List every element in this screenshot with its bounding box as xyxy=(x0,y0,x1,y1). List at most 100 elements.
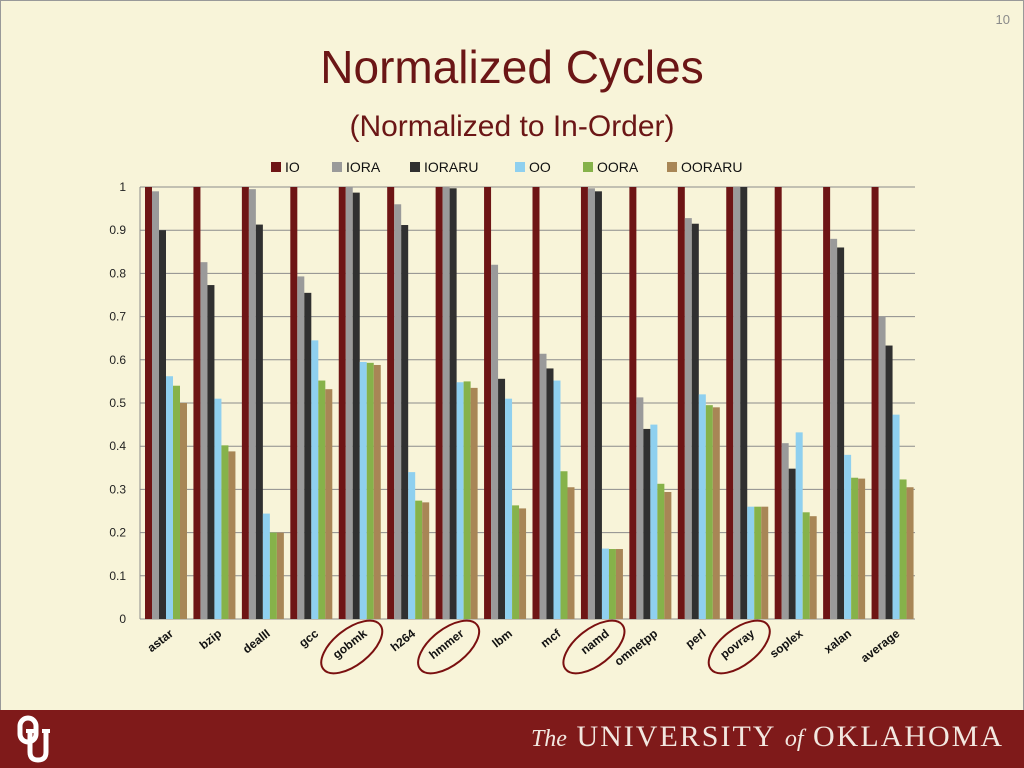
footer-bar: The UNIVERSITY of OKLAHOMA xyxy=(0,710,1024,768)
x-tick-label: namd xyxy=(578,626,612,657)
bar xyxy=(269,532,277,619)
bar xyxy=(802,512,810,619)
x-tick-label: lbm xyxy=(489,626,514,650)
legend-label: OORARU xyxy=(681,159,742,175)
x-tick-label: mcf xyxy=(538,626,564,651)
bar xyxy=(193,187,201,619)
y-tick-label: 0.8 xyxy=(109,266,126,280)
bar xyxy=(311,340,319,619)
x-tick-label: astar xyxy=(145,626,176,655)
bar xyxy=(761,506,769,619)
bar xyxy=(276,532,284,619)
bar xyxy=(394,204,402,619)
bar xyxy=(345,187,353,619)
bar xyxy=(159,230,166,619)
bar xyxy=(505,398,513,619)
x-tick-label: h264 xyxy=(388,626,418,654)
bar xyxy=(248,189,256,619)
bar xyxy=(851,477,859,619)
bar xyxy=(733,187,741,619)
bar xyxy=(228,451,236,619)
bar xyxy=(498,378,506,619)
bar xyxy=(401,225,409,620)
y-tick-label: 0.4 xyxy=(109,439,126,453)
bar xyxy=(878,316,886,619)
legend-label: OO xyxy=(529,159,551,175)
legend-label: IORA xyxy=(346,159,381,175)
bar xyxy=(491,264,499,619)
bar xyxy=(885,345,893,619)
bar xyxy=(629,187,637,619)
bar xyxy=(837,247,845,620)
bar xyxy=(449,188,457,619)
bar xyxy=(830,238,838,619)
x-tick-label: soplex xyxy=(767,626,806,661)
bar xyxy=(241,187,249,619)
bar xyxy=(823,187,831,619)
bar xyxy=(470,387,478,619)
bar xyxy=(325,389,333,619)
page-number: 10 xyxy=(995,12,1010,27)
bar xyxy=(408,472,416,619)
bar xyxy=(304,292,312,619)
university-of: of xyxy=(784,726,804,752)
bar xyxy=(795,432,803,619)
bar xyxy=(532,187,540,619)
bar xyxy=(546,368,554,619)
legend-label: IO xyxy=(285,159,300,175)
bar xyxy=(145,187,152,619)
bar xyxy=(297,276,305,619)
university-state: OKLAHOMA xyxy=(813,720,1004,753)
legend-swatch xyxy=(667,162,677,172)
bar xyxy=(463,381,471,619)
university-prefix: The xyxy=(530,726,567,752)
bar xyxy=(712,407,720,619)
bar xyxy=(809,516,817,619)
y-tick-label: 0.1 xyxy=(109,569,126,583)
y-tick-label: 0.2 xyxy=(109,526,126,540)
highlight-circle xyxy=(562,619,626,675)
university-name: The UNIVERSITY of OKLAHOMA xyxy=(531,720,1004,754)
bar xyxy=(442,187,450,619)
x-tick-label: average xyxy=(858,626,903,665)
bar xyxy=(677,187,685,619)
bar xyxy=(705,405,713,619)
bar xyxy=(387,187,395,619)
bar xyxy=(262,513,270,619)
bar xyxy=(435,187,443,619)
bar xyxy=(608,549,616,619)
bar xyxy=(580,187,588,619)
bar xyxy=(338,187,346,619)
x-tick-label: gcc xyxy=(296,626,321,650)
bar xyxy=(726,187,734,619)
page-subtitle: (Normalized to In-Order) xyxy=(349,110,675,143)
x-tick-label: perl xyxy=(683,626,709,651)
bar xyxy=(484,187,492,619)
bar xyxy=(858,478,866,619)
bar xyxy=(180,403,187,619)
bar xyxy=(152,191,159,619)
x-tick-label: xalan xyxy=(821,626,854,656)
y-tick-label: 0.3 xyxy=(109,482,126,496)
y-tick-label: 0.9 xyxy=(109,223,126,237)
bar xyxy=(892,414,900,619)
bar xyxy=(553,380,561,619)
bar xyxy=(166,376,173,619)
bar xyxy=(788,468,796,619)
bar xyxy=(567,487,575,619)
legend-swatch xyxy=(583,162,593,172)
page-title: Normalized Cycles xyxy=(320,41,704,93)
bar xyxy=(643,428,651,619)
bar xyxy=(359,361,367,619)
legend-swatch xyxy=(271,162,281,172)
bar-chart: 0 0.1 0.2 0.3 0.4 0.5 0.6 0.7 0.8 0.9 1 astar bzip de… xyxy=(109,159,915,675)
x-tick-label: gobmk xyxy=(330,626,370,661)
bar xyxy=(519,508,527,619)
y-tick-label: 0 xyxy=(119,612,126,626)
y-tick-label: 1 xyxy=(119,180,126,194)
x-tick-label: dealII xyxy=(240,626,273,656)
bar xyxy=(774,187,782,619)
bar xyxy=(601,548,609,619)
legend-swatch xyxy=(515,162,525,172)
bar xyxy=(615,549,623,619)
